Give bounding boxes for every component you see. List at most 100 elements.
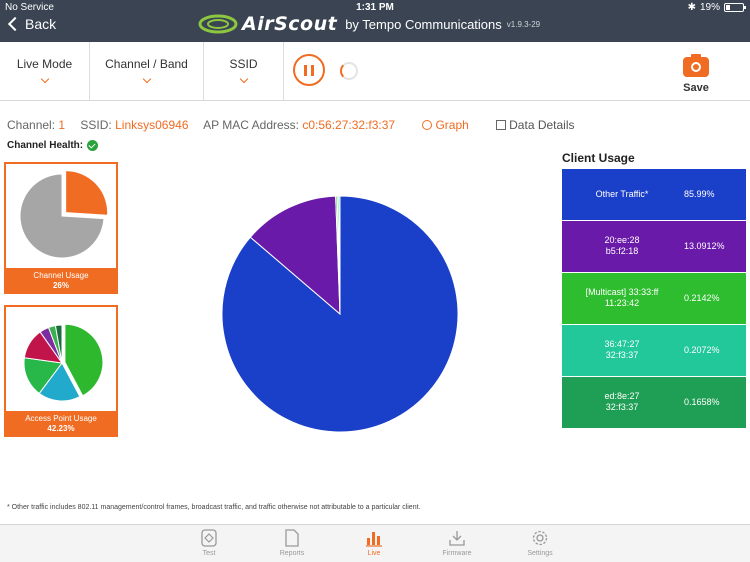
- pie-slice: [64, 323, 104, 397]
- client-usage-row[interactable]: ed:8e:27 32:f3:37 0.1658%: [562, 377, 746, 428]
- client-percent: 13.0912%: [684, 241, 725, 252]
- chevron-down-icon: [40, 74, 49, 84]
- client-percent: 85.99%: [684, 189, 715, 200]
- save-button[interactable]: Save: [676, 54, 716, 94]
- client-name: ed:8e:27 32:f3:37: [562, 377, 682, 428]
- loading-spinner-icon: [340, 62, 358, 80]
- data-details-link[interactable]: Data Details: [496, 118, 575, 132]
- client-name-line: 11:23:42: [604, 298, 640, 309]
- pause-button[interactable]: [293, 54, 325, 86]
- ap-usage-caption: Access Point Usage 42.23%: [6, 411, 116, 435]
- chevron-left-icon: [7, 16, 23, 32]
- pie-slice: [19, 173, 105, 259]
- pie-slice: [54, 324, 63, 364]
- bluetooth-icon: ✱: [687, 2, 696, 13]
- app-name: AirScout: [242, 13, 338, 35]
- tab-bar: Test Reports Live Firmware Settings: [0, 524, 750, 562]
- live-mode-dropdown[interactable]: Live Mode: [0, 42, 90, 100]
- client-usage-list: Other Traffic* 85.99% 20:ee:28 b5:f2:18 13.0…: [562, 169, 746, 429]
- client-percent: 0.2072%: [684, 345, 720, 356]
- client-name-line: 32:f3:37: [605, 402, 639, 413]
- channel-label: Channel:: [7, 118, 56, 132]
- client-name-line: Other Traffic*: [595, 188, 649, 199]
- client-name: [Multicast] 33:33:ff 11:23:42: [562, 273, 682, 324]
- channel-health-label: Channel Health:: [7, 140, 84, 151]
- ap-usage-pie: [23, 323, 104, 402]
- channel-usage-card[interactable]: Channel Usage 26%: [4, 162, 118, 294]
- graph-link[interactable]: Graph: [422, 118, 469, 132]
- client-name: 20:ee:28 b5:f2:18: [562, 221, 682, 272]
- app-logo: AirScout by Tempo Communications v1.9.3-…: [198, 12, 540, 36]
- battery-icon: [724, 3, 746, 12]
- tab-settings[interactable]: Settings: [510, 528, 570, 557]
- gear-icon: [532, 530, 548, 546]
- pause-icon: [304, 65, 307, 76]
- airscout-logo-icon: [198, 14, 238, 34]
- ap-usage-title: Access Point Usage: [25, 414, 97, 423]
- client-name-line: [Multicast] 33:33:ff: [585, 287, 659, 298]
- client-usage-row[interactable]: Other Traffic* 85.99%: [562, 169, 746, 220]
- client-usage-pie: [221, 195, 459, 433]
- check-circle-icon: [87, 140, 99, 151]
- client-usage-row[interactable]: 36:47:27 32:f3:37 0.2072%: [562, 325, 746, 376]
- client-name-line: 36:47:27: [604, 339, 640, 350]
- client-name: Other Traffic*: [562, 169, 682, 220]
- client-percent: 0.1658%: [684, 397, 720, 408]
- network-info: Channel: 1 SSID: Linksys06946 AP MAC Add…: [7, 118, 575, 132]
- battery-percent: 19%: [699, 2, 720, 13]
- channel-band-label: Channel / Band: [105, 57, 188, 71]
- client-usage-title: Client Usage: [562, 151, 635, 165]
- client-percent: 0.2142%: [684, 293, 720, 304]
- ssid-value: Linksys06946: [115, 118, 189, 132]
- table-icon: [496, 120, 507, 130]
- channel-health: Channel Health:: [7, 140, 99, 151]
- client-usage-row[interactable]: 20:ee:28 b5:f2:18 13.0912%: [562, 221, 746, 272]
- carrier-status: No Service: [5, 2, 54, 13]
- tab-reports[interactable]: Reports: [262, 528, 322, 557]
- live-mode-label: Live Mode: [16, 57, 73, 71]
- ap-usage-value: 42.23%: [47, 424, 75, 433]
- download-icon: [449, 531, 465, 546]
- top-bar: No Service 1:31 PM ✱ 19% Back AirScout b…: [0, 0, 750, 42]
- channel-usage-value: 26%: [52, 281, 69, 290]
- pie-slice: [65, 170, 108, 216]
- mac-label: AP MAC Address:: [203, 118, 299, 132]
- channel-value: 1: [58, 118, 66, 132]
- client-usage-row[interactable]: [Multicast] 33:33:ff 11:23:42 0.2142%: [562, 273, 746, 324]
- bar-chart-icon: [366, 532, 382, 547]
- chevron-down-icon: [239, 74, 248, 84]
- ssid-info-label: SSID:: [80, 118, 112, 132]
- channel-band-dropdown[interactable]: Channel / Band: [90, 42, 204, 100]
- pie-slice: [38, 362, 81, 402]
- app-version: v1.9.3-29: [506, 19, 541, 29]
- client-name-line: 32:f3:37: [605, 350, 639, 361]
- client-name-line: b5:f2:18: [605, 246, 639, 257]
- ssid-dropdown[interactable]: SSID: [204, 42, 284, 100]
- client-name-line: 20:ee:28: [604, 235, 640, 246]
- footnote: * Other traffic includes 802.11 manageme…: [7, 504, 421, 511]
- toolbar: Live Mode Channel / Band SSID Save: [0, 42, 750, 101]
- save-label: Save: [683, 82, 709, 94]
- back-button[interactable]: Back: [6, 16, 56, 32]
- chevron-down-icon: [142, 74, 151, 84]
- client-name-line: ed:8e:27: [604, 391, 640, 402]
- ssid-label: SSID: [229, 57, 258, 71]
- ap-usage-card[interactable]: Access Point Usage 42.23%: [4, 305, 118, 437]
- graph-icon: [422, 120, 433, 130]
- client-name: 36:47:27 32:f3:37: [562, 325, 682, 376]
- status-right: ✱ 19%: [687, 2, 746, 13]
- tab-test[interactable]: Test: [179, 528, 239, 557]
- app-vendor: by Tempo Communications: [345, 16, 502, 32]
- tab-live[interactable]: Live: [344, 528, 404, 557]
- channel-usage-title: Channel Usage: [33, 271, 89, 280]
- tab-firmware[interactable]: Firmware: [427, 528, 487, 557]
- back-label: Back: [25, 16, 57, 32]
- channel-usage-pie: [19, 170, 108, 259]
- channel-usage-caption: Channel Usage 26%: [6, 268, 116, 292]
- pie-slice: [338, 195, 341, 315]
- document-icon: [285, 529, 299, 547]
- clock: 1:31 PM: [356, 2, 394, 13]
- test-icon: [201, 529, 217, 547]
- pie-slice: [249, 195, 341, 316]
- mac-value: c0:56:27:32:f3:37: [302, 118, 396, 132]
